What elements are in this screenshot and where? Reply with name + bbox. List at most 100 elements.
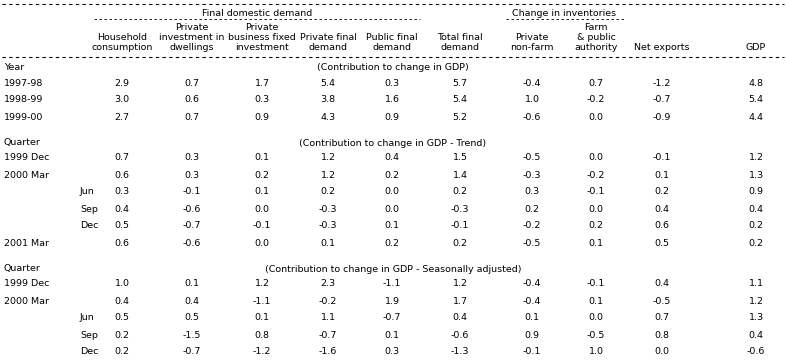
Text: -0.1: -0.1	[653, 153, 671, 162]
Text: Jun: Jun	[80, 314, 95, 323]
Text: -1.3: -1.3	[450, 347, 469, 356]
Text: 0.2: 0.2	[524, 204, 539, 213]
Text: 0.4: 0.4	[453, 314, 468, 323]
Text: 0.0: 0.0	[255, 204, 270, 213]
Text: 0.9: 0.9	[255, 112, 270, 122]
Text: 1999-00: 1999-00	[4, 112, 43, 122]
Text: 0.2: 0.2	[255, 171, 270, 180]
Text: -0.6: -0.6	[183, 204, 201, 213]
Text: -0.1: -0.1	[183, 188, 201, 197]
Text: -0.5: -0.5	[523, 238, 542, 248]
Text: 1.0: 1.0	[115, 279, 130, 288]
Text: Sep: Sep	[80, 204, 98, 213]
Text: -1.5: -1.5	[183, 330, 201, 339]
Text: 0.2: 0.2	[321, 188, 336, 197]
Text: 0.0: 0.0	[655, 347, 670, 356]
Text: 0.4: 0.4	[748, 204, 763, 213]
Text: -1.2: -1.2	[253, 347, 271, 356]
Text: Change in inventories: Change in inventories	[512, 9, 616, 18]
Text: -0.2: -0.2	[587, 95, 605, 104]
Text: Dec: Dec	[80, 221, 98, 230]
Text: 5.4: 5.4	[321, 78, 336, 87]
Text: 4.4: 4.4	[748, 112, 763, 122]
Text: (Contribution to change in GDP): (Contribution to change in GDP)	[317, 63, 469, 72]
Text: 5.2: 5.2	[453, 112, 468, 122]
Text: 2000 Mar: 2000 Mar	[4, 297, 49, 306]
Text: Sep: Sep	[80, 330, 98, 339]
Text: 0.9: 0.9	[524, 330, 539, 339]
Text: 1999 Dec: 1999 Dec	[4, 153, 50, 162]
Text: 0.4: 0.4	[384, 153, 399, 162]
Text: -0.1: -0.1	[523, 347, 542, 356]
Text: 3.8: 3.8	[321, 95, 336, 104]
Text: -0.2: -0.2	[319, 297, 337, 306]
Text: Household: Household	[97, 32, 147, 41]
Text: 0.1: 0.1	[255, 188, 270, 197]
Text: 0.7: 0.7	[589, 78, 604, 87]
Text: 0.1: 0.1	[589, 297, 604, 306]
Text: Total final: Total final	[437, 32, 483, 41]
Text: -0.1: -0.1	[587, 279, 605, 288]
Text: 4.3: 4.3	[321, 112, 336, 122]
Text: 1.5: 1.5	[453, 153, 468, 162]
Text: Private: Private	[175, 22, 209, 31]
Text: 5.4: 5.4	[748, 95, 763, 104]
Text: (Contribution to change in GDP - Seasonally adjusted): (Contribution to change in GDP - Seasona…	[265, 265, 521, 274]
Text: 0.2: 0.2	[115, 330, 130, 339]
Text: 0.1: 0.1	[185, 279, 200, 288]
Text: Final domestic demand: Final domestic demand	[202, 9, 312, 18]
Text: 1997-98: 1997-98	[4, 78, 43, 87]
Text: 0.1: 0.1	[321, 238, 336, 248]
Text: 0.6: 0.6	[115, 171, 130, 180]
Text: non-farm: non-farm	[510, 44, 554, 53]
Text: 0.3: 0.3	[384, 78, 399, 87]
Text: 0.3: 0.3	[185, 171, 200, 180]
Text: 0.0: 0.0	[589, 314, 604, 323]
Text: Quarter: Quarter	[4, 139, 41, 148]
Text: -0.9: -0.9	[653, 112, 671, 122]
Text: 0.1: 0.1	[655, 171, 670, 180]
Text: 0.5: 0.5	[115, 221, 130, 230]
Text: demand: demand	[308, 44, 347, 53]
Text: Private: Private	[516, 32, 549, 41]
Text: -0.5: -0.5	[653, 297, 671, 306]
Text: -0.7: -0.7	[183, 347, 201, 356]
Text: 0.1: 0.1	[524, 314, 539, 323]
Text: -1.2: -1.2	[653, 78, 671, 87]
Text: 0.3: 0.3	[524, 188, 539, 197]
Text: investment: investment	[235, 44, 289, 53]
Text: -1.1: -1.1	[253, 297, 271, 306]
Text: 0.3: 0.3	[384, 347, 399, 356]
Text: 0.4: 0.4	[115, 204, 130, 213]
Text: demand: demand	[440, 44, 479, 53]
Text: 1998-99: 1998-99	[4, 95, 43, 104]
Text: 0.7: 0.7	[655, 314, 670, 323]
Text: 2.7: 2.7	[115, 112, 130, 122]
Text: authority: authority	[575, 44, 618, 53]
Text: 0.2: 0.2	[655, 188, 670, 197]
Text: 0.6: 0.6	[185, 95, 200, 104]
Text: 0.9: 0.9	[748, 188, 763, 197]
Text: 1.3: 1.3	[748, 171, 763, 180]
Text: -1.6: -1.6	[319, 347, 337, 356]
Text: 0.5: 0.5	[115, 314, 130, 323]
Text: 0.7: 0.7	[115, 153, 130, 162]
Text: 0.8: 0.8	[255, 330, 270, 339]
Text: 1999 Dec: 1999 Dec	[4, 279, 50, 288]
Text: 0.1: 0.1	[589, 238, 604, 248]
Text: 5.7: 5.7	[453, 78, 468, 87]
Text: 0.4: 0.4	[185, 297, 200, 306]
Text: 0.3: 0.3	[255, 95, 270, 104]
Text: -0.3: -0.3	[523, 171, 542, 180]
Text: dwellings: dwellings	[170, 44, 215, 53]
Text: -0.4: -0.4	[523, 78, 542, 87]
Text: -0.4: -0.4	[523, 279, 542, 288]
Text: 0.2: 0.2	[115, 347, 130, 356]
Text: investment in: investment in	[160, 32, 225, 41]
Text: -0.7: -0.7	[653, 95, 671, 104]
Text: 0.3: 0.3	[185, 153, 200, 162]
Text: 0.2: 0.2	[748, 238, 763, 248]
Text: 0.4: 0.4	[748, 330, 763, 339]
Text: 0.3: 0.3	[115, 188, 130, 197]
Text: Public final: Public final	[366, 32, 418, 41]
